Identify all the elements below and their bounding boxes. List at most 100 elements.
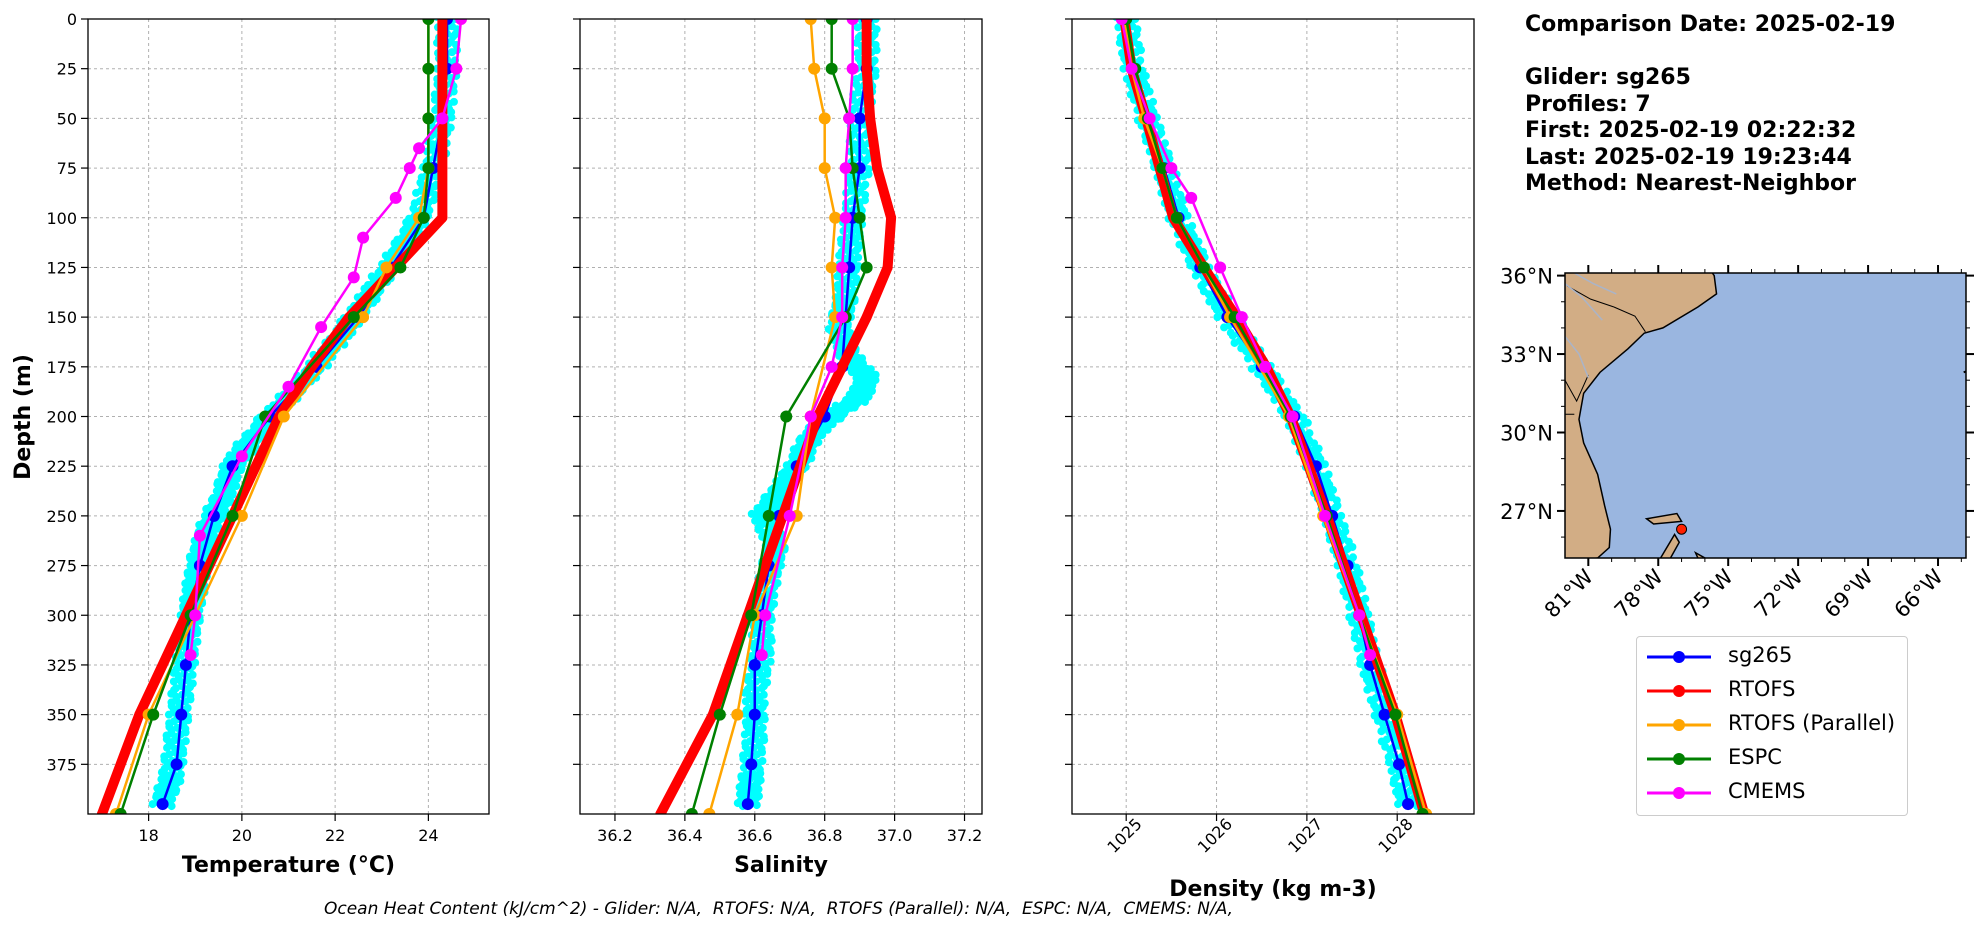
glider-observation-point [1361,594,1370,603]
series-point-sg265 [1378,708,1391,721]
x-tick-label: 1027 [1284,814,1326,856]
series-point-rtofs [96,809,107,814]
glider-observation-point [171,788,180,797]
x-tick-label: 1028 [1374,814,1416,856]
glider-observation-point [815,431,824,440]
map-area [1565,273,1966,558]
glider-observation-point [1314,444,1323,453]
island [1693,551,1707,558]
glider-observation-point [183,704,192,712]
legend-item-rtofs: RTOFS [1637,673,1907,707]
river [1572,273,1617,295]
glider-observation-point [1161,139,1170,148]
series-point-cmems [804,410,817,423]
series-point-cmems [347,271,360,284]
series-line-cmems [1120,19,1372,657]
glider-observation-point [222,499,231,508]
glider-observation-point [1132,30,1141,39]
glider-observation-point [758,757,767,765]
legend-label: ESPC [1728,745,1782,769]
glider-observation-point [766,657,775,666]
plot-area [655,19,897,814]
legend-swatch-marker [1673,719,1685,731]
glider-observation-point [170,736,179,745]
glider-observation-point [1292,403,1301,412]
map-lon-label: 66°W [1890,564,1948,622]
glider-observation-point [860,196,869,205]
y-tick-label: 250 [46,507,77,526]
series-point-cmems [235,450,248,463]
series-point-cmems [450,62,463,75]
x-tick-label: 36.6 [737,826,773,845]
glider-observation-point [1172,180,1181,189]
series-point-cmems [357,231,370,244]
glider-observation-point [186,695,195,704]
series-point-rtofs-parallel [235,509,248,522]
axes-frame [87,18,490,815]
series-point-espc [762,509,775,522]
glider-observation-point [871,71,880,80]
series-line-cmems [760,19,854,657]
x-tick-label: 18 [138,826,158,845]
glider-observation-point [871,19,880,23]
x-tick-label: 20 [232,826,252,845]
y-tick-label: 75 [57,159,77,178]
series-point-rtofs [882,262,893,273]
glider-observation-point [854,88,863,97]
series-point-rtofs-parallel [380,261,393,274]
state-border [1567,285,1615,308]
series-point-rtofs-parallel [808,62,821,75]
glider-observation-point [449,97,458,106]
series-point-cmems [846,19,859,25]
series-point-espc [347,311,360,324]
glider-observation-point [870,56,879,65]
map-panel: 36°N 33°N 30°N 27°N 81°W 78°W 75°W 72°W 69°W 66°W [1500,265,1974,623]
glider-observation-point [1149,97,1158,106]
series-point-espc [394,261,407,274]
series-point-rtofs [861,312,872,323]
series-point-sg265 [741,798,754,811]
legend-swatch [1647,719,1711,731]
series-point-espc [1156,162,1169,175]
x-tick-label: 24 [418,826,438,845]
glider-observation-point [232,482,241,491]
series-point-rtofs [437,212,448,223]
legend-item-cmems: CMEMS [1637,775,1907,809]
state-border [1565,374,1589,403]
legend-swatch-marker [1673,753,1685,765]
glider-observation-point [221,506,230,515]
x-tick-label: 37.0 [877,826,913,845]
glider-observation-point [823,425,832,434]
series-point-espc [825,62,838,75]
series-point-cmems [1318,509,1331,522]
glider-observation-point [1305,429,1314,438]
glider-observation-point [193,637,202,646]
map-lat-label: 30°N [1500,421,1553,445]
series-point-cmems [413,142,426,155]
glider-observation-point [861,180,870,189]
series-point-espc [860,261,873,274]
series-point-sg265 [748,708,761,721]
series-point-cmems [1364,649,1377,661]
glider-observation-point [758,748,767,757]
glider-observation-point [1188,222,1197,231]
map-lon-label: 69°W [1820,564,1878,622]
x-tick-label: 37.2 [947,826,983,845]
info-spacer [1525,39,1895,66]
series-point-sg265 [156,798,169,811]
series-point-sg265 [853,112,866,125]
legend-swatch-marker [1673,787,1685,799]
series-point-espc [422,112,435,125]
glider-observation-point [758,703,767,711]
series-point-sg265 [175,708,188,721]
series-point-cmems [1286,410,1299,423]
series-point-rtofs-parallel [277,410,290,423]
glider-observation-point [754,778,763,787]
series-point-cmems [836,261,849,274]
legend-swatch-marker [1673,685,1685,697]
profile-panel-2: 36.2 36.4 36.6 36.8 37.0 37.2 Salinity [573,18,983,878]
series-point-rtofs [437,19,448,24]
series-point-cmems [825,360,838,373]
series-point-cmems [193,529,206,542]
series-point-espc [422,62,435,75]
